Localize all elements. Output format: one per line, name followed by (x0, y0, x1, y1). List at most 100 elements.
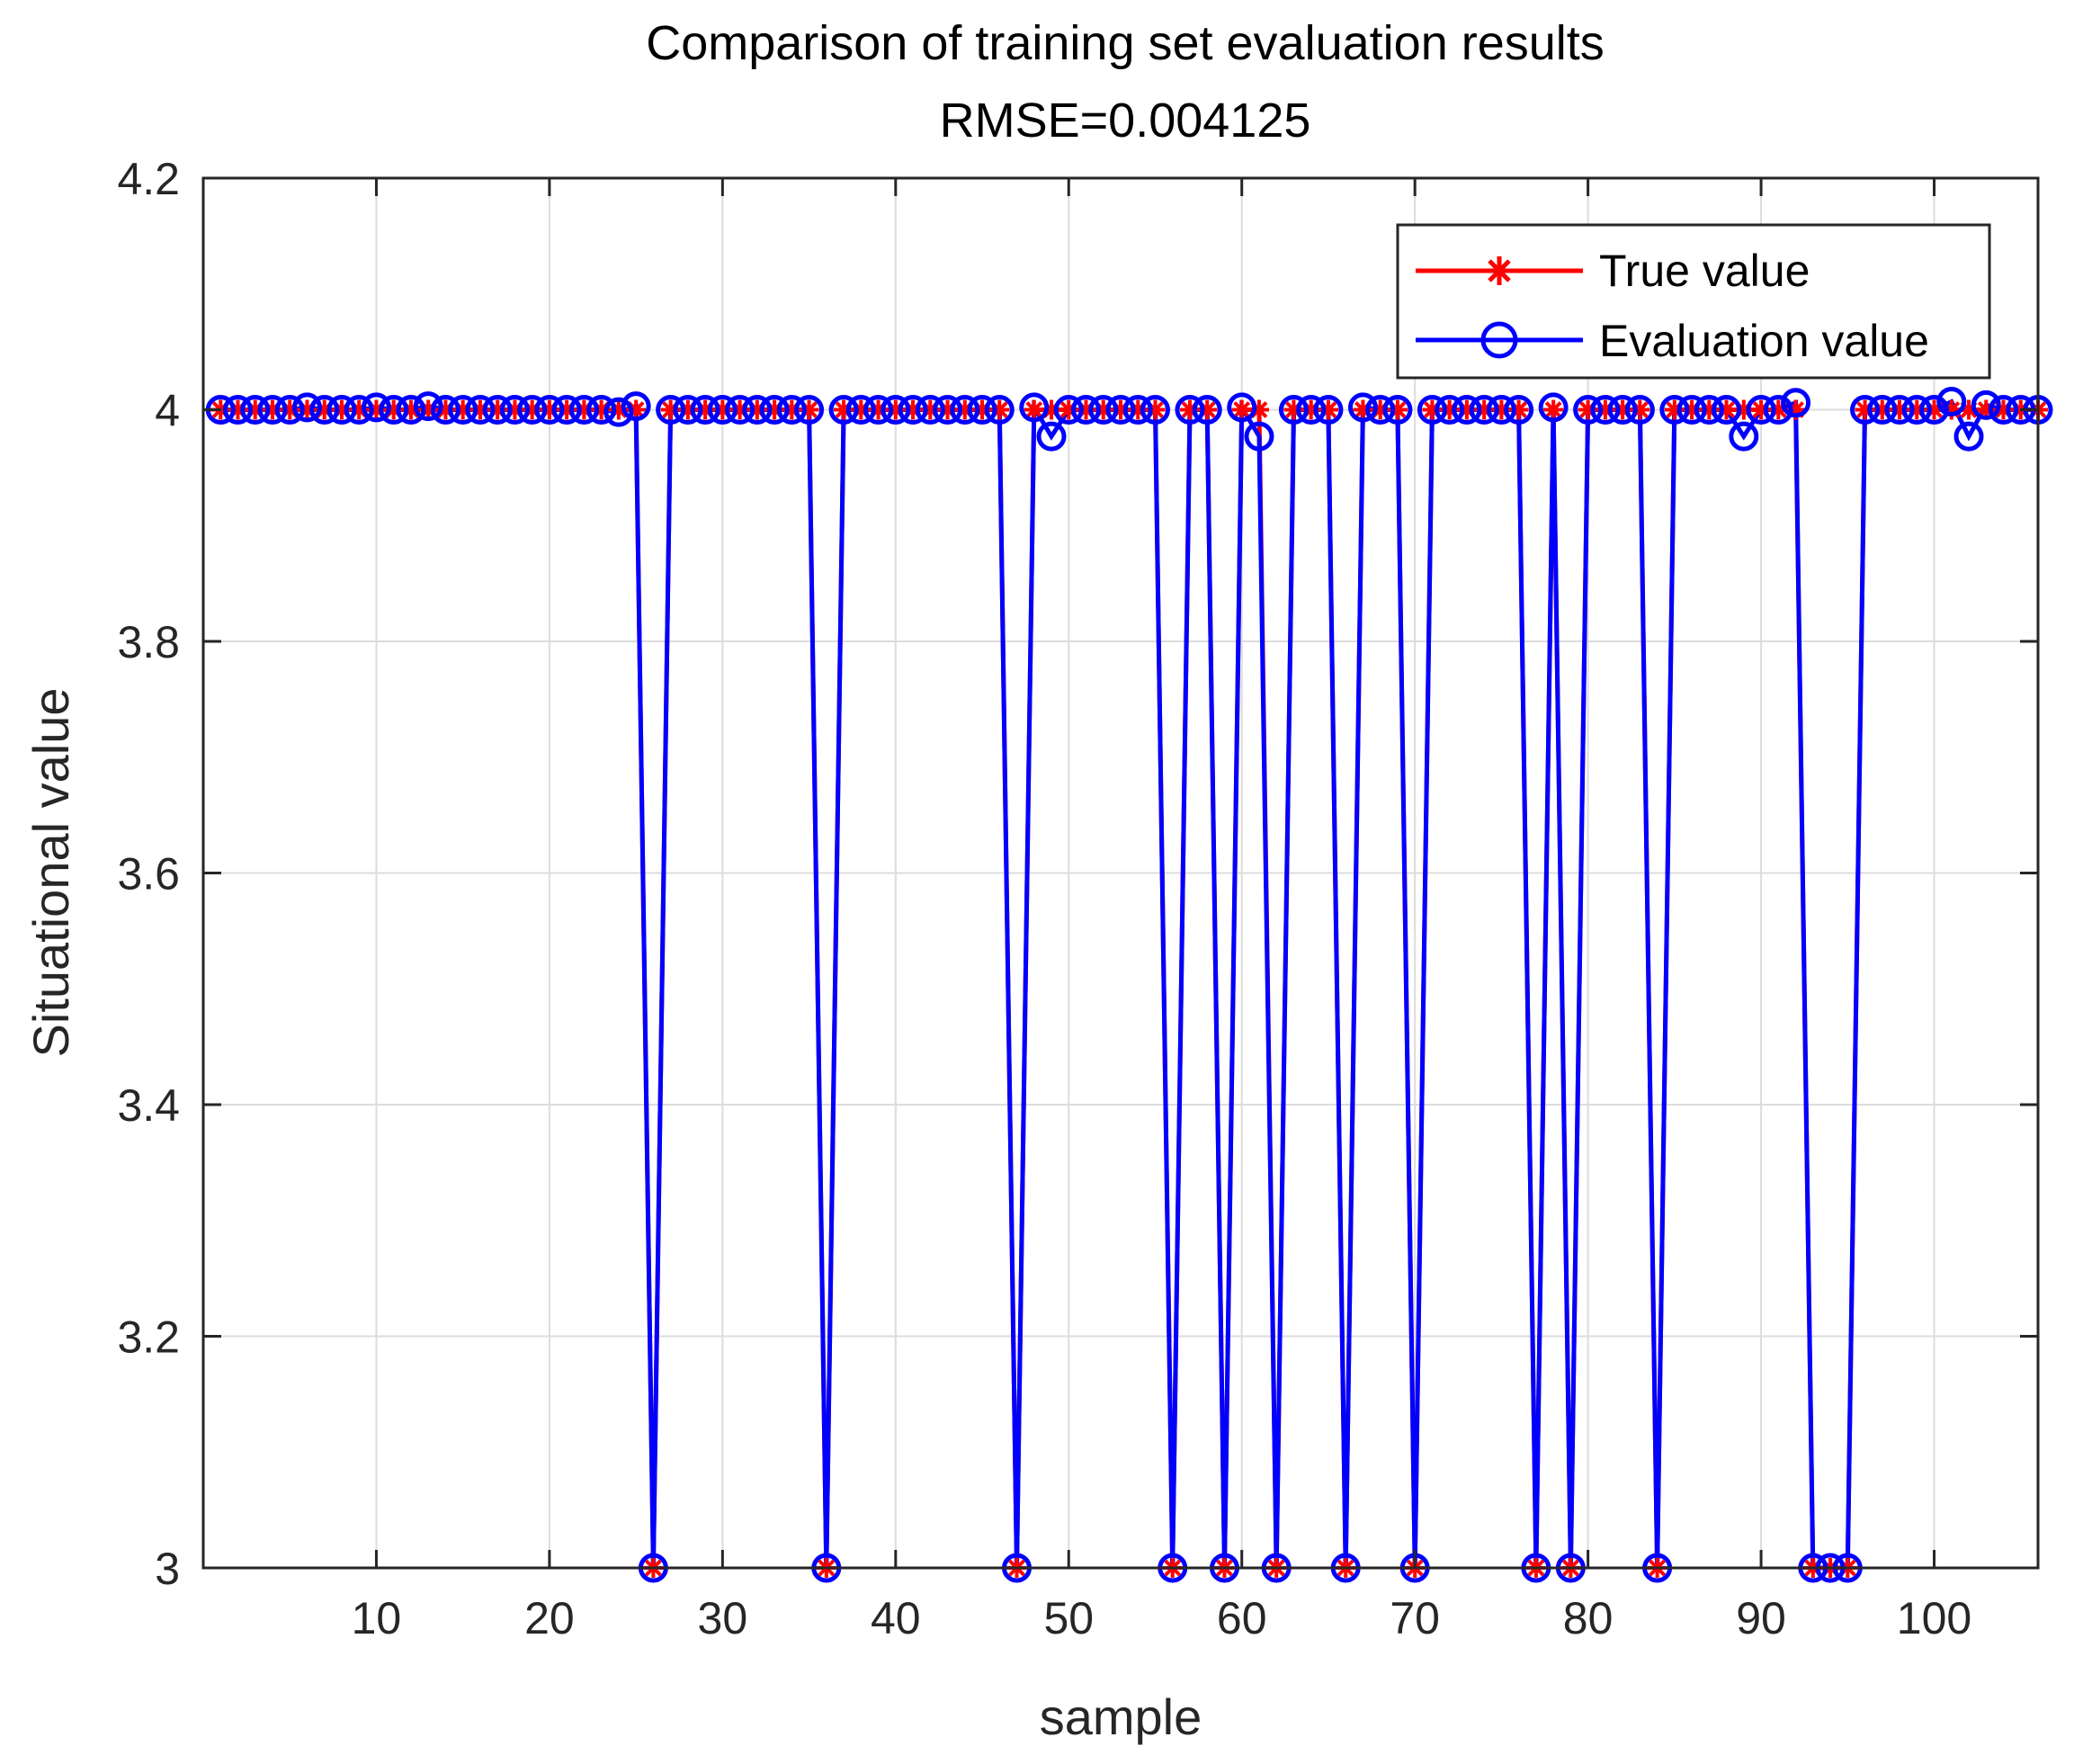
ticks: 10 20 30 40 50 60 70 80 90 100 3 3.2 3.4 3.6 3.8 4 4.2 (117, 154, 2038, 1643)
evaluation-point (534, 395, 565, 425)
evaluation-point (1901, 395, 1932, 425)
evaluation-point (1053, 395, 1084, 425)
evaluation-point (776, 395, 807, 425)
evaluation-point (621, 391, 651, 422)
evaluation-point (1729, 421, 1759, 452)
x-tick-label: 30 (698, 1593, 748, 1643)
x-tick-label: 90 (1736, 1593, 1786, 1643)
evaluation-point (845, 395, 876, 425)
evaluation-point (950, 395, 980, 425)
legend-marker-evaluation-circle-icon (1480, 321, 1518, 359)
x-tick-label: 10 (352, 1593, 402, 1643)
evaluation-point (1227, 392, 1257, 423)
evaluation-point (1971, 390, 2001, 420)
true-point (1024, 399, 1044, 420)
x-axis-label: sample (1040, 1688, 1202, 1745)
evaluation-point (603, 397, 634, 427)
y-axis-label: Situational value (22, 688, 79, 1058)
evaluation-point (1781, 388, 1811, 418)
x-tick-label: 80 (1563, 1593, 1614, 1643)
evaluation-point (482, 395, 513, 425)
evaluation-point (240, 395, 271, 425)
evaluation-point (379, 395, 409, 425)
evaluation-point (1365, 395, 1396, 425)
evaluation-point (568, 395, 599, 425)
evaluation-point (1607, 395, 1638, 425)
legend-marker-true-star-icon (1485, 256, 1514, 285)
evaluation-point (499, 395, 530, 425)
evaluation-point (1417, 395, 1447, 425)
evaluation-point (361, 392, 391, 423)
x-tick-label: 20 (524, 1593, 575, 1643)
evaluation-point (326, 395, 357, 425)
evaluation-point (656, 395, 686, 425)
evaluation-point (222, 395, 253, 425)
evaluation-point (517, 395, 548, 425)
evaluation-point (1676, 395, 1707, 425)
evaluation-point (430, 395, 460, 425)
evaluation-point (1452, 395, 1482, 425)
evaluation-point (1122, 395, 1153, 425)
evaluation-point (465, 395, 496, 425)
evaluation-point (1989, 395, 2019, 425)
evaluation-point (257, 395, 288, 425)
true-point (1231, 399, 1252, 420)
true-point (1543, 399, 1564, 420)
evaluation-point (863, 395, 894, 425)
evaluation-point (274, 395, 305, 425)
evaluation-point (742, 395, 773, 425)
evaluation-point (984, 395, 1015, 425)
y-tick-label: 3.2 (117, 1312, 180, 1363)
evaluation-point (933, 395, 963, 425)
evaluation-point (396, 395, 426, 425)
evaluation-point (690, 395, 720, 425)
y-tick-label: 4.2 (117, 154, 180, 204)
evaluation-point (1469, 395, 1499, 425)
evaluation-point (1712, 395, 1742, 425)
evaluation-point (1105, 395, 1136, 425)
evaluation-point (309, 395, 340, 425)
evaluation-point (1278, 395, 1309, 425)
chart-title: Comparison of training set evaluation re… (646, 16, 1605, 70)
evaluation-point (1936, 386, 1967, 416)
evaluation-point (1486, 395, 1516, 425)
evaluation-point (551, 395, 582, 425)
evaluation-point (1175, 395, 1205, 425)
legend-label-evaluation: Evaluation value (1599, 316, 1929, 366)
evaluation-point (1347, 392, 1378, 423)
evaluation-point (707, 395, 738, 425)
evaluation-point (1624, 395, 1655, 425)
evaluation-point (1192, 395, 1222, 425)
evaluation-point (1140, 395, 1170, 425)
evaluation-point (1590, 395, 1621, 425)
evaluation-point (1244, 421, 1274, 452)
y-tick-label: 4 (155, 386, 180, 436)
x-tick-label: 50 (1043, 1593, 1094, 1643)
legend[interactable]: True value Evaluation value (1396, 223, 1991, 380)
evaluation-point (794, 395, 825, 425)
evaluation-point (915, 395, 945, 425)
x-tick-label: 60 (1217, 1593, 1267, 1643)
x-tick-label: 40 (871, 1593, 921, 1643)
evaluation-point (291, 392, 322, 423)
evaluation-point (1504, 395, 1534, 425)
evaluation-point (1019, 392, 1050, 423)
y-tick-label: 3.6 (117, 849, 180, 900)
evaluation-point (1953, 421, 1984, 452)
evaluation-point (448, 395, 478, 425)
series-group (205, 386, 2053, 1583)
evaluation-point (1919, 395, 1950, 425)
evaluation-point (413, 391, 443, 422)
evaluation-point (586, 395, 617, 425)
evaluation-point (1538, 392, 1569, 423)
legend-label-true: True value (1599, 246, 1810, 296)
evaluation-point (673, 395, 703, 425)
evaluation-point (1036, 421, 1067, 452)
y-tick-label: 3.4 (117, 1080, 180, 1131)
evaluation-point (828, 395, 859, 425)
x-tick-label: 70 (1390, 1593, 1440, 1643)
evaluation-point (1088, 395, 1119, 425)
evaluation-point (881, 395, 911, 425)
evaluation-point (1382, 395, 1413, 425)
